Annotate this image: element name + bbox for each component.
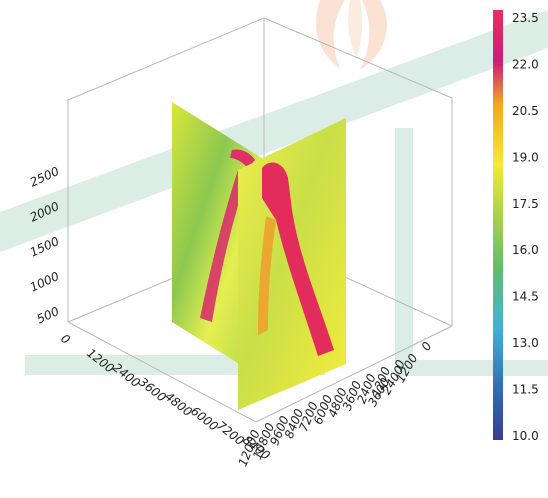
slice-right [238, 118, 346, 410]
colorbar-tick-label: 16.0 [512, 243, 539, 257]
vertical-tick-label: 500 [35, 304, 62, 327]
colorbar-tick-label: 10.0 [512, 429, 539, 443]
colorbar-gradient [493, 10, 503, 440]
right-axis-tick-label: 0 [419, 339, 435, 353]
box-wireframe [67, 17, 453, 423]
colorbar-tick-label: 17.5 [512, 197, 539, 211]
colorbar-tick-label: 22.0 [512, 57, 539, 71]
colorbar-tick-label: 20.5 [512, 104, 539, 118]
vertical-tick-label: 2500 [28, 164, 62, 190]
colorbar-tick-label: 11.5 [512, 383, 539, 397]
left-axis-tick-label: 0 [58, 331, 73, 347]
colorbar-tick-label: 13.0 [512, 336, 539, 350]
colorbar: 23.5 22.0 20.5 19.0 17.5 16.0 14.5 13.0 11.5 10.0 [493, 10, 539, 443]
colorbar-tick-label: 19.0 [512, 150, 539, 164]
colorbar-tick-label: 23.5 [512, 11, 539, 25]
colorbar-tick-label: 14.5 [512, 290, 539, 304]
colorbar-ticks: 23.5 22.0 20.5 19.0 17.5 16.0 14.5 13.0 11.5 10.0 [512, 11, 539, 443]
vertical-tick-label: 1000 [28, 269, 62, 295]
watermark-logo [0, 0, 548, 376]
